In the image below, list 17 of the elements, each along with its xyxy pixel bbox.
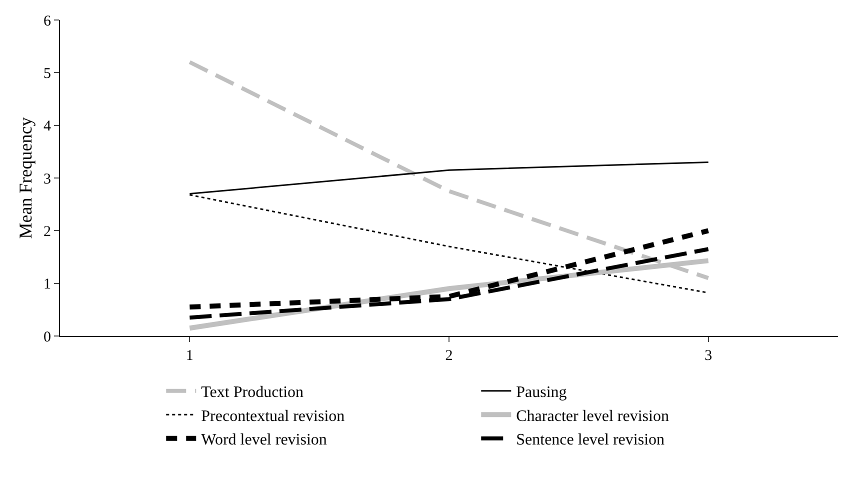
legend-label: Pausing: [516, 384, 567, 402]
x-tick-label: 2: [445, 348, 453, 364]
y-tick-label: 4: [44, 118, 52, 135]
y-axis-title: Mean Frequency: [16, 117, 36, 239]
y-tick-label: 5: [44, 66, 51, 82]
x-tick-label: 3: [704, 348, 712, 364]
y-tick-label: 1: [44, 276, 51, 293]
legend-label: Character level revision: [516, 408, 669, 425]
y-tick-label: 2: [44, 224, 51, 240]
legend-label: Precontextual revision: [201, 408, 345, 425]
x-tick-label: 1: [186, 348, 194, 364]
legend-label: Sentence level revision: [516, 432, 665, 449]
y-tick-label: 3: [44, 171, 51, 188]
y-tick-label: 0: [44, 329, 51, 346]
legend-label: Word level revision: [201, 432, 327, 449]
y-tick-label: 6: [44, 13, 52, 30]
legend-label: Text Production: [201, 384, 304, 402]
